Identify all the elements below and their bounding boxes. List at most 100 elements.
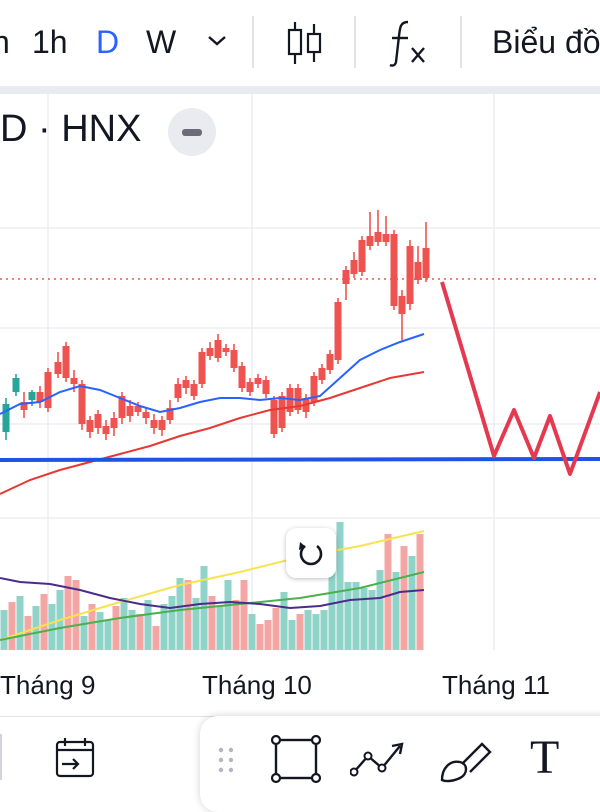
volume-ma-green xyxy=(0,571,425,641)
candle xyxy=(78,380,86,430)
candle xyxy=(2,398,10,440)
candle xyxy=(406,240,414,310)
candlestick-icon[interactable] xyxy=(285,20,325,71)
volume-bar xyxy=(0,610,8,650)
volume-bar xyxy=(232,600,240,650)
top-toolbar: h 1h D W Biểu đồ xyxy=(0,0,600,94)
volume-bar xyxy=(360,588,368,650)
volume-bar xyxy=(16,596,24,650)
collapse-legend-button[interactable] xyxy=(168,108,216,156)
volume-ma-yellow xyxy=(0,530,425,641)
candle xyxy=(358,236,366,276)
candle xyxy=(374,210,382,246)
volume-bar xyxy=(120,598,128,650)
support-line[interactable] xyxy=(0,457,600,462)
volume-bar xyxy=(384,534,392,650)
volume-bar xyxy=(264,620,272,650)
volume-bar xyxy=(280,592,288,650)
bottom-divider xyxy=(0,734,2,780)
candle xyxy=(44,368,52,412)
candle xyxy=(62,342,70,382)
x-axis-label-oct: Tháng 10 xyxy=(202,670,312,700)
candle xyxy=(102,420,110,440)
volume-bar xyxy=(328,560,336,650)
candle xyxy=(366,212,374,250)
volume-bar xyxy=(304,610,312,650)
text-tool-icon[interactable]: T xyxy=(530,731,560,784)
symbol-legend[interactable]: D · HNX xyxy=(0,108,142,150)
volume-bar xyxy=(104,620,112,650)
candle xyxy=(12,374,20,396)
volume-bar xyxy=(296,614,304,650)
timeframe-1h[interactable]: 1h xyxy=(32,24,68,60)
volume-bar xyxy=(160,604,168,650)
volume-bar xyxy=(64,576,72,650)
volume-bar xyxy=(352,582,360,650)
volume-bar xyxy=(144,600,152,650)
x-axis-label-nov: Tháng 11 xyxy=(442,670,550,700)
candle xyxy=(118,392,126,424)
rectangle-tool-icon[interactable] xyxy=(270,734,324,789)
volume-bar xyxy=(128,610,136,650)
candle xyxy=(110,412,118,436)
ma-fast-line xyxy=(0,333,425,415)
candles xyxy=(2,210,430,440)
chart-menu-label[interactable]: Biểu đồ xyxy=(492,24,600,60)
volume-bar xyxy=(80,616,88,650)
volume-bar xyxy=(320,610,328,650)
timeframe-w[interactable]: W xyxy=(146,24,177,60)
candle xyxy=(398,290,406,340)
candle xyxy=(414,246,422,284)
volume-bar xyxy=(208,596,216,650)
drawing-tools-panel: T xyxy=(200,716,600,812)
drawn-path[interactable] xyxy=(440,281,600,476)
volume-ma-purple xyxy=(0,577,425,610)
candle xyxy=(230,344,238,372)
candle xyxy=(158,416,166,436)
timeframe-d[interactable]: D xyxy=(96,24,120,60)
goto-date-icon[interactable] xyxy=(52,736,98,785)
candle xyxy=(422,222,430,282)
candle xyxy=(198,348,206,388)
price-chart[interactable] xyxy=(0,94,600,650)
volume-bar xyxy=(368,590,376,650)
candle xyxy=(350,252,358,278)
volume-bar xyxy=(88,604,96,650)
candle xyxy=(206,342,214,360)
drag-handle-icon[interactable] xyxy=(216,744,236,781)
volume-bar xyxy=(24,616,32,650)
candle xyxy=(166,400,174,424)
ma-slow-line xyxy=(0,371,425,495)
chevron-down-icon[interactable] xyxy=(206,32,228,55)
volume-bar xyxy=(392,572,400,650)
fx-icon[interactable] xyxy=(386,18,432,73)
volume-bar xyxy=(416,534,424,650)
x-axis-label-sep: Tháng 9 xyxy=(0,670,96,700)
candle xyxy=(390,230,398,310)
volume-bar xyxy=(400,546,408,650)
candle xyxy=(342,266,350,300)
candle xyxy=(86,416,94,438)
minus-icon xyxy=(182,129,202,136)
candle xyxy=(318,364,326,384)
volume-bar xyxy=(112,606,120,650)
timeframe-partial[interactable]: h xyxy=(0,24,10,60)
candle xyxy=(182,376,190,394)
brush-tool-icon[interactable] xyxy=(438,734,496,791)
volume-bar xyxy=(176,578,184,650)
volume-bar xyxy=(8,602,16,650)
toolbar-bottom-border xyxy=(0,86,600,94)
volume-bar xyxy=(272,608,280,650)
volume-bar xyxy=(216,606,224,650)
candle xyxy=(246,378,254,396)
reset-icon xyxy=(299,542,323,566)
volume-bar xyxy=(136,614,144,650)
candle xyxy=(262,376,270,398)
polyline-tool-icon[interactable] xyxy=(349,738,410,787)
volume-bar xyxy=(96,612,104,650)
volume-bar xyxy=(240,580,248,650)
reset-chart-button[interactable] xyxy=(286,528,336,578)
volume-bar xyxy=(40,594,48,650)
volume-bar xyxy=(168,596,176,650)
candle xyxy=(326,350,334,374)
